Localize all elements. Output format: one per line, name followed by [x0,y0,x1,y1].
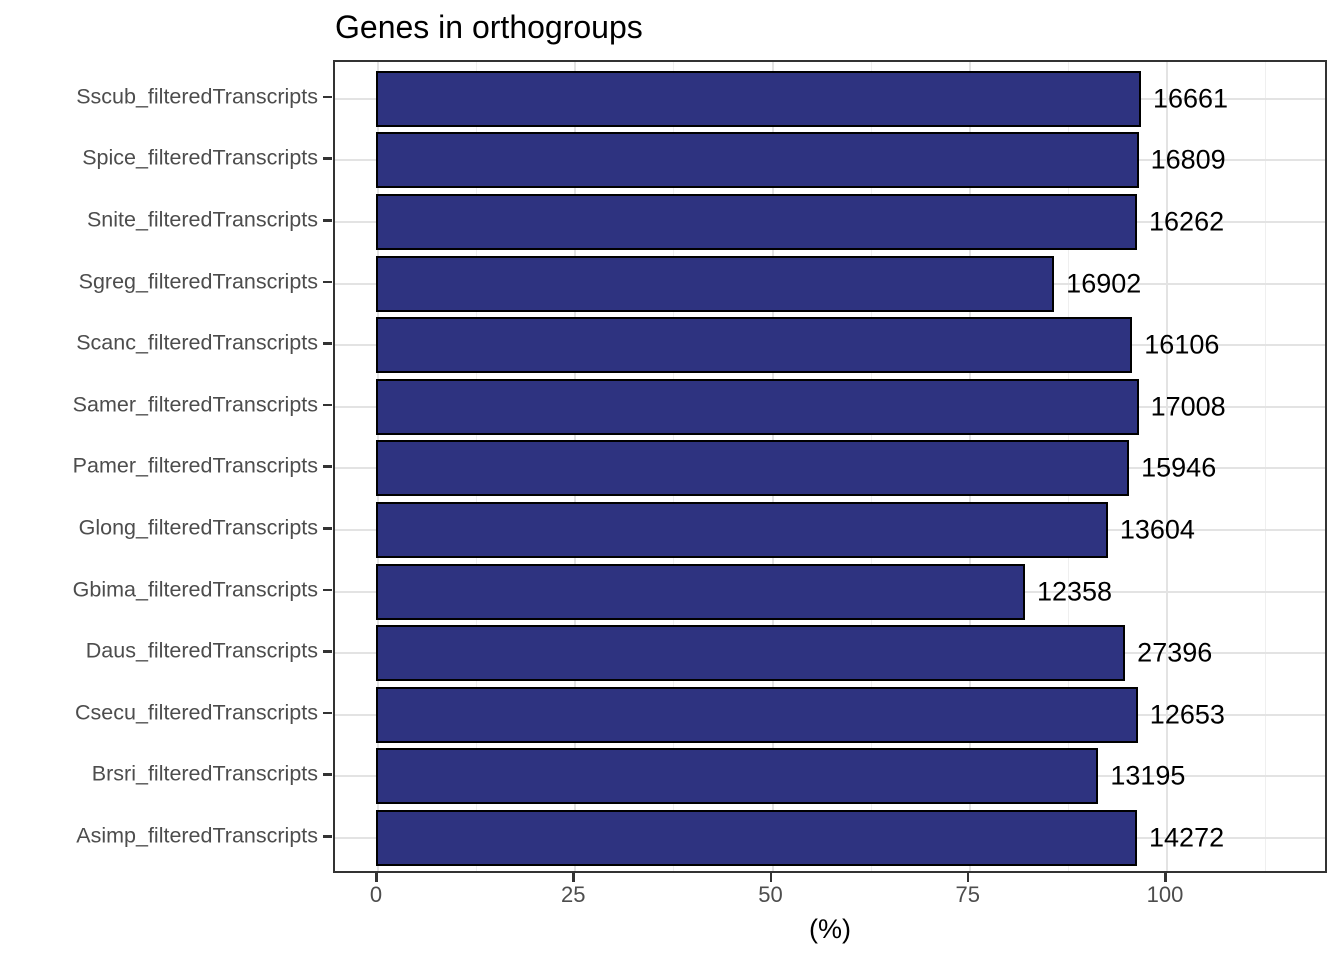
x-tick-label: 0 [369,882,383,907]
bar-value-label: 16262 [1149,206,1225,237]
y-tick-mark [323,588,332,592]
bar-value-label: 13604 [1119,514,1195,545]
y-tick-mark [323,527,332,530]
x-tick-label: 50 [758,882,783,907]
bar [376,563,1025,620]
y-tick-mark [323,403,332,407]
x-tick-mark [1164,873,1167,882]
bar [376,748,1099,805]
bar [376,255,1055,312]
y-tick-mark [323,342,332,345]
plot-panel: 16661 16809 16262 16902 16106 17008 15946 13604… [333,60,1327,873]
x-tick-label: 100 [1146,882,1184,907]
y-tick-label: Spice_filteredTranscripts [82,145,318,170]
y-tick-mark [323,773,332,776]
bar-value-label: 16106 [1144,329,1220,360]
bar-value-label: 16661 [1152,83,1229,114]
bar [376,70,1141,127]
bar [376,440,1130,497]
bar-value-label: 13195 [1110,760,1186,791]
y-tick-label: Glong_filteredTranscripts [78,515,318,540]
y-tick-label: Snite_filteredTranscripts [86,207,318,232]
x-tick-mark [966,873,970,882]
x-tick-label: 25 [561,882,586,907]
bar-value-label: 17008 [1150,391,1226,422]
y-tick-mark [323,465,332,468]
y-tick-label: Pamer_filteredTranscripts [72,453,318,478]
bar [376,317,1133,374]
bar [376,194,1138,250]
y-tick-mark [323,280,332,284]
y-tick-label: Csecu_filteredTranscripts [75,700,318,725]
bar [376,810,1138,866]
y-tick-label: Asimp_filteredTranscripts [76,823,318,848]
y-tick-label: Sscub_filteredTranscripts [76,84,318,109]
bar [376,686,1138,743]
x-tick-mark [769,873,772,882]
bar [376,625,1126,682]
gridline-v-minor [1265,62,1267,871]
bar-value-label: 16809 [1150,144,1226,175]
chart-title: Genes in orthogroups [335,9,643,45]
bar [376,378,1139,435]
bar-value-label: 14272 [1149,822,1225,853]
y-tick-label: Brsri_filteredTranscripts [91,761,318,786]
bar [376,502,1108,558]
bar-value-label: 15946 [1141,452,1217,483]
x-tick-mark [375,873,378,882]
y-tick-mark [323,157,332,160]
bar-value-label: 12358 [1036,576,1113,607]
bar-value-label: 16902 [1066,268,1142,299]
y-tick-mark [323,835,332,838]
y-tick-label: Gbima_filteredTranscripts [72,577,318,602]
y-tick-mark [323,650,332,653]
y-tick-mark [323,711,332,715]
bar [376,132,1139,189]
y-tick-mark [323,219,332,222]
bar-value-label: 12653 [1149,699,1225,730]
y-tick-label: Samer_filteredTranscripts [72,392,318,417]
y-tick-mark [323,95,332,99]
y-tick-label: Sgreg_filteredTranscripts [78,269,318,294]
gridline-v-major [1166,62,1168,871]
y-tick-label: Scanc_filteredTranscripts [76,330,318,355]
x-tick-mark [572,873,575,882]
x-tick-label: 75 [955,882,980,907]
bar-value-label: 27396 [1137,637,1213,668]
y-axis: Sscub_filteredTranscripts Spice_filteredT… [0,60,318,873]
y-tick-label: Daus_filteredTranscripts [85,638,318,663]
x-axis-title: (%) [809,914,851,944]
